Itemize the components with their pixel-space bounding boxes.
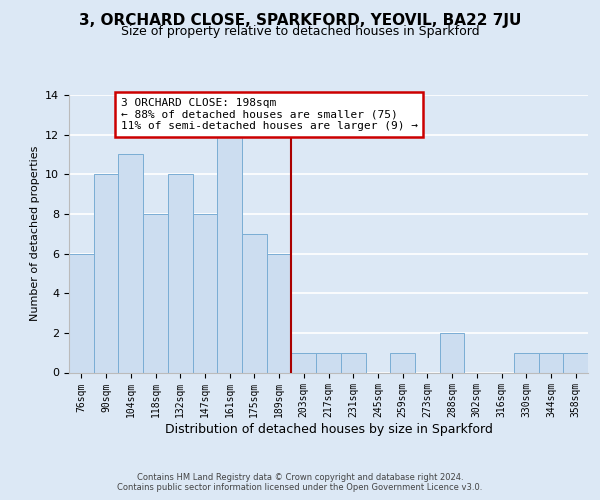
Text: 3 ORCHARD CLOSE: 198sqm
← 88% of detached houses are smaller (75)
11% of semi-de: 3 ORCHARD CLOSE: 198sqm ← 88% of detache… (121, 98, 418, 131)
Bar (168, 174, 193, 372)
Bar (390, 352, 415, 372)
Y-axis label: Number of detached properties: Number of detached properties (29, 146, 40, 322)
Text: Size of property relative to detached houses in Sparkford: Size of property relative to detached ho… (121, 25, 479, 38)
Bar (292, 352, 316, 372)
Text: Contains HM Land Registry data © Crown copyright and database right 2024.: Contains HM Land Registry data © Crown c… (137, 472, 463, 482)
Bar (94, 174, 118, 372)
Text: Contains public sector information licensed under the Open Government Licence v3: Contains public sector information licen… (118, 484, 482, 492)
Bar (440, 333, 464, 372)
Bar (242, 234, 267, 372)
Bar (316, 352, 341, 372)
Bar (69, 254, 94, 372)
Bar (193, 214, 217, 372)
Bar (267, 254, 292, 372)
Bar (563, 352, 588, 372)
Bar (217, 134, 242, 372)
Bar (514, 352, 539, 372)
Bar (118, 154, 143, 372)
Text: 3, ORCHARD CLOSE, SPARKFORD, YEOVIL, BA22 7JU: 3, ORCHARD CLOSE, SPARKFORD, YEOVIL, BA2… (79, 12, 521, 28)
Bar (143, 214, 168, 372)
X-axis label: Distribution of detached houses by size in Sparkford: Distribution of detached houses by size … (164, 423, 493, 436)
Bar (539, 352, 563, 372)
Bar (341, 352, 365, 372)
